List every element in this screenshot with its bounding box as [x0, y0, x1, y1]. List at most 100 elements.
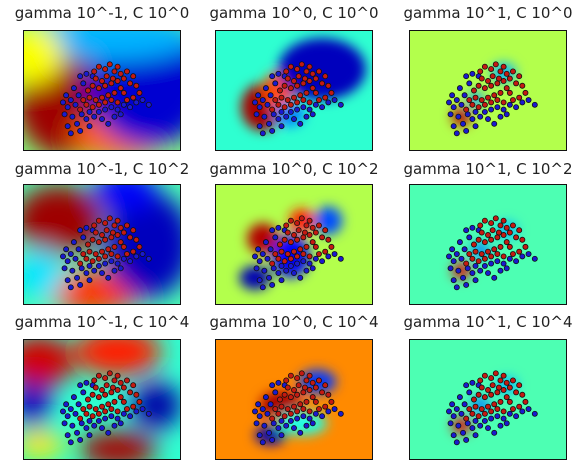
- data-point-class-0: [456, 423, 461, 428]
- heatmap-svg: [24, 185, 180, 304]
- heatmap-svg: [216, 340, 372, 459]
- data-point-class-1: [470, 102, 475, 107]
- data-point-class-1: [473, 404, 478, 409]
- data-point-class-1: [103, 221, 108, 226]
- data-point-class-0: [504, 266, 509, 271]
- data-point-class-0: [64, 247, 69, 252]
- data-point-class-0: [482, 418, 487, 423]
- data-point-class-0: [252, 254, 257, 259]
- data-point-class-0: [140, 251, 145, 256]
- data-point-class-0: [68, 285, 73, 290]
- data-point-class-0: [74, 430, 79, 435]
- data-point-class-1: [288, 64, 293, 69]
- data-point-class-1: [482, 411, 487, 416]
- data-point-class-1: [326, 392, 331, 397]
- data-point-class-1: [482, 218, 487, 223]
- data-point-class-1: [112, 223, 117, 228]
- data-point-class-1: [489, 392, 494, 397]
- decision-function-heatmap: [409, 339, 567, 460]
- subplot-title: gamma 10^0, C 10^2: [195, 160, 393, 178]
- data-point-class-0: [454, 131, 459, 136]
- data-point-class-1: [482, 64, 487, 69]
- data-point-class-0: [265, 102, 270, 107]
- data-point-class-0: [78, 282, 83, 287]
- data-point-class-0: [467, 235, 472, 240]
- data-point-class-1: [93, 251, 98, 256]
- data-point-class-1: [112, 399, 117, 404]
- data-point-class-0: [478, 268, 483, 273]
- data-point-class-1: [295, 100, 300, 105]
- subplot-panel: gamma 10^1, C 10^2: [389, 160, 586, 305]
- data-point-class-0: [84, 380, 89, 385]
- data-point-class-1: [96, 102, 101, 107]
- data-point-class-1: [128, 81, 133, 86]
- data-point-class-0: [467, 81, 472, 86]
- data-point-class-0: [256, 247, 261, 252]
- data-point-class-0: [81, 81, 86, 86]
- data-point-class-0: [332, 97, 337, 102]
- data-point-class-1: [313, 399, 318, 404]
- data-point-class-0: [304, 268, 309, 273]
- data-point-class-1: [482, 102, 487, 107]
- data-point-class-0: [485, 271, 490, 276]
- data-point-class-1: [92, 69, 97, 74]
- data-point-class-1: [501, 409, 506, 414]
- data-point-class-1: [93, 385, 98, 390]
- data-point-class-1: [296, 74, 301, 79]
- data-point-class-0: [78, 228, 83, 233]
- data-point-class-0: [464, 74, 469, 79]
- data-point-class-0: [118, 112, 123, 117]
- data-point-class-0: [87, 418, 92, 423]
- data-point-class-1: [295, 254, 300, 259]
- data-point-class-1: [279, 404, 284, 409]
- data-point-class-1: [329, 244, 334, 249]
- subplot-panel: gamma 10^1, C 10^4: [389, 313, 586, 460]
- data-point-class-1: [277, 242, 282, 247]
- data-point-class-1: [291, 78, 296, 83]
- data-point-class-0: [507, 256, 512, 261]
- data-point-class-1: [96, 411, 101, 416]
- data-point-class-1: [498, 378, 503, 383]
- data-point-class-0: [73, 411, 78, 416]
- data-point-class-0: [271, 266, 276, 271]
- data-point-class-0: [257, 433, 262, 438]
- data-point-class-1: [115, 409, 120, 414]
- data-point-class-1: [96, 256, 101, 261]
- data-point-class-0: [79, 266, 84, 271]
- data-point-class-0: [70, 423, 75, 428]
- data-point-class-0: [450, 247, 455, 252]
- data-point-class-0: [62, 421, 67, 426]
- data-point-class-1: [103, 392, 108, 397]
- data-point-class-0: [501, 261, 506, 266]
- data-point-class-0: [465, 112, 470, 117]
- data-point-class-1: [277, 397, 282, 402]
- data-point-class-0: [276, 71, 281, 76]
- data-point-class-1: [501, 254, 506, 259]
- data-point-class-0: [313, 102, 318, 107]
- data-point-class-1: [93, 76, 98, 81]
- data-point-class-0: [146, 256, 151, 261]
- data-point-class-0: [60, 409, 65, 414]
- data-point-class-0: [254, 112, 259, 117]
- data-point-class-1: [498, 244, 503, 249]
- data-point-class-0: [520, 254, 525, 259]
- data-point-class-0: [451, 259, 456, 264]
- data-point-class-0: [265, 256, 270, 261]
- data-point-class-0: [134, 409, 139, 414]
- data-point-class-0: [99, 117, 104, 122]
- data-point-class-1: [299, 216, 304, 221]
- data-point-class-1: [103, 67, 108, 72]
- data-point-class-0: [276, 225, 281, 230]
- data-point-class-1: [295, 376, 300, 381]
- data-point-class-1: [501, 78, 506, 83]
- data-point-class-1: [284, 69, 289, 74]
- data-point-class-1: [310, 240, 315, 245]
- data-point-class-0: [260, 440, 265, 445]
- data-point-class-0: [310, 421, 315, 426]
- data-point-class-0: [464, 228, 469, 233]
- data-point-class-0: [495, 414, 500, 419]
- data-point-class-1: [92, 223, 97, 228]
- data-point-class-0: [307, 416, 312, 421]
- data-point-class-1: [470, 411, 475, 416]
- decision-function-heatmap: [23, 339, 181, 460]
